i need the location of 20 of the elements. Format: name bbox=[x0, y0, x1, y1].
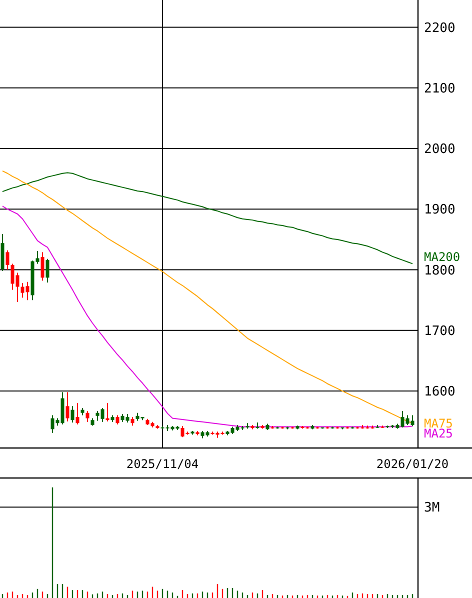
y-tick-label: 2100 bbox=[424, 81, 456, 96]
candlestick bbox=[40, 252, 44, 282]
candlestick bbox=[46, 258, 50, 283]
candlestick bbox=[86, 410, 90, 422]
candlestick bbox=[76, 402, 80, 425]
y-tick-label: 2200 bbox=[424, 20, 456, 36]
x-tick-label: 2026/01/20 bbox=[376, 457, 449, 471]
y-tick-label: 2000 bbox=[424, 142, 456, 158]
candlestick bbox=[66, 392, 70, 422]
y-tick-label: 1600 bbox=[424, 384, 456, 400]
line-series bbox=[2, 172, 413, 264]
candlestick bbox=[6, 250, 10, 270]
y-tick-label: 1800 bbox=[424, 263, 456, 278]
x-tick-label: 2025/11/04 bbox=[126, 457, 199, 471]
candlestick bbox=[116, 414, 120, 425]
series-label: MA200 bbox=[424, 250, 460, 264]
y-tick-label: 1900 bbox=[424, 202, 456, 218]
y-tick-label: 3M bbox=[424, 500, 440, 516]
candlestick bbox=[70, 406, 74, 424]
y-tick-label: 1700 bbox=[424, 324, 456, 339]
